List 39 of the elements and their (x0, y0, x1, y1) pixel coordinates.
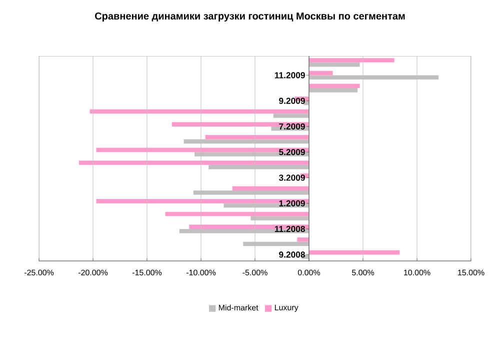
bar (297, 237, 309, 242)
bar (90, 109, 309, 114)
x-tick-label: -5.00% (242, 270, 268, 276)
bar (193, 190, 309, 195)
x-tick-label: 5.00% (352, 270, 374, 276)
bar (205, 134, 309, 140)
bar (309, 84, 360, 88)
bar (250, 216, 309, 220)
y-tick-label: 11.2008 (274, 226, 305, 232)
bar (165, 212, 309, 216)
x-tick-label: -10.00% (186, 270, 216, 276)
bar (232, 186, 309, 191)
x-tick-label: -15.00% (132, 270, 162, 276)
bar (309, 58, 394, 62)
bar (243, 242, 309, 246)
y-tick-label: 7.2009 (279, 123, 305, 130)
y-tick-label: 3.2009 (278, 174, 305, 181)
bar (184, 139, 309, 144)
y-tick-label: 5.2009 (279, 149, 305, 156)
bar (309, 250, 400, 255)
legend-label: Luxury (274, 304, 298, 312)
y-tick-label: 1.2009 (279, 200, 305, 206)
bar (309, 75, 439, 80)
y-tick-label: 9.2009 (279, 98, 305, 104)
chart-title: Сравнение динамики загрузки гостиниц Москвы по сегментам (95, 12, 405, 22)
bar (309, 70, 333, 76)
bar (309, 62, 360, 67)
bar (273, 114, 309, 118)
x-tick-label: -25.00% (24, 270, 54, 276)
x-tick-label: 0.00% (298, 270, 320, 276)
x-tick-label: -20.00% (78, 270, 108, 276)
legend-label: Mid-market (218, 304, 258, 310)
y-tick-label: 11.2009 (274, 72, 305, 78)
x-tick-label: 15.00% (458, 270, 484, 276)
bar (309, 88, 358, 92)
bar (208, 164, 309, 170)
x-tick-label: 10.00% (404, 270, 430, 276)
bar (78, 160, 309, 165)
y-tick-label: 9.2008 (279, 252, 305, 258)
